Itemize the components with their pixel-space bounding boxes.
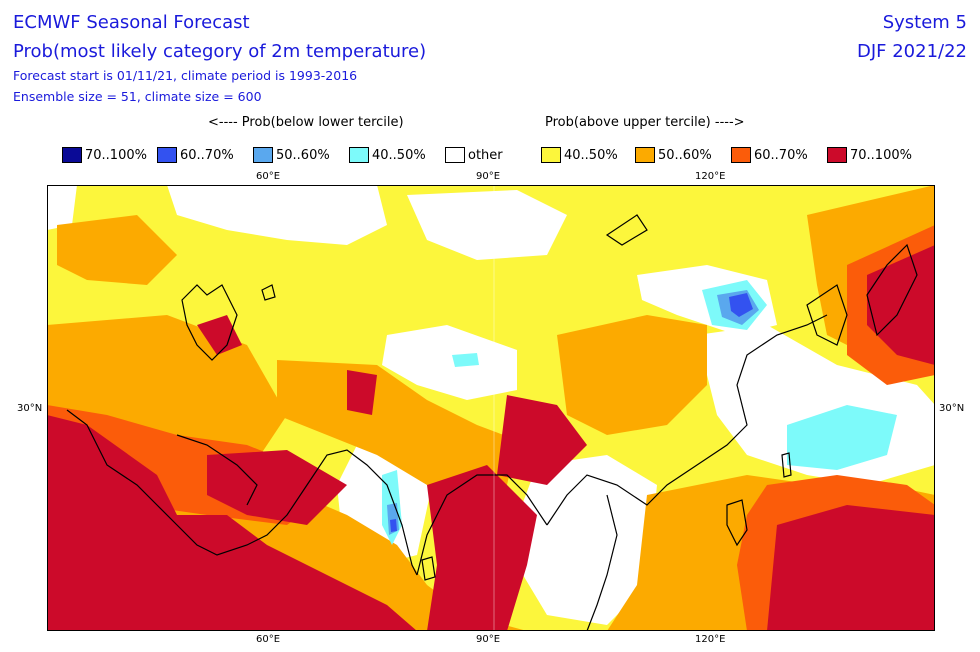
- forecast-map: [47, 185, 935, 631]
- region-white-arabia-top: [47, 185, 77, 230]
- region-red-japan: [867, 245, 935, 365]
- lon-tick-bottom: 120°E: [695, 634, 726, 645]
- map-subtitle: Prob(most likely category of 2m temperat…: [13, 41, 427, 62]
- legend-swatch: [635, 147, 655, 163]
- region-red-iran: [207, 450, 347, 525]
- forecast-start-info: Forecast start is 01/11/21, climate peri…: [13, 68, 358, 83]
- legend-label: 60..70%: [754, 147, 808, 163]
- above-tercile-caption: Prob(above upper tercile) ---->: [545, 115, 745, 130]
- coastline-indochina: [546, 314, 828, 526]
- coastline-korea: [806, 284, 848, 346]
- region-orange-central: [277, 360, 517, 505]
- map-frame: [47, 185, 935, 631]
- legend-label: other: [468, 147, 503, 163]
- region-orange-china: [557, 315, 707, 435]
- coastline-peninsula: [586, 494, 618, 631]
- lon-tick-top: 90°E: [476, 171, 501, 182]
- coastline-caspian: [181, 284, 238, 361]
- coastline-india-east: [416, 474, 548, 576]
- region-cyan-china-east: [787, 405, 897, 470]
- region-blue-india: [390, 519, 397, 532]
- coastline-philippines: [726, 499, 748, 547]
- coastline-lake: [605, 214, 648, 246]
- region-white-indochina: [517, 455, 657, 625]
- system-label: System 5: [882, 12, 967, 33]
- region-red-tarim: [347, 370, 377, 415]
- region-white-tibet: [382, 325, 517, 400]
- region-red-himalaya: [497, 395, 587, 485]
- region-orange-north-left: [57, 215, 177, 285]
- legend-label: 40..50%: [564, 147, 618, 163]
- legend-label: 40..50%: [372, 147, 426, 163]
- legend-item: 40..50%: [349, 146, 426, 164]
- lat-tick-left: 30°N: [17, 403, 43, 414]
- legend-item: 60..70%: [731, 146, 808, 164]
- below-tercile-caption: <---- Prob(below lower tercile): [208, 115, 404, 130]
- legend-swatch: [827, 147, 847, 163]
- region-cyan-tibet: [452, 353, 479, 367]
- legend-item: 50..60%: [635, 146, 712, 164]
- lat-tick-right: 30°N: [939, 403, 965, 414]
- coastline-japan: [866, 243, 918, 337]
- region-red-central-asia: [197, 315, 242, 355]
- legend-item: 70..100%: [827, 146, 912, 164]
- coastline-gulf: [176, 434, 258, 506]
- coastline-sri-lanka: [421, 556, 436, 581]
- legend-swatch: [349, 147, 369, 163]
- legend-label: 50..60%: [276, 147, 330, 163]
- legend-item: 70..100%: [62, 146, 147, 164]
- probability-field: [47, 185, 935, 631]
- lon-tick-top: 60°E: [256, 171, 281, 182]
- legend-label: 50..60%: [658, 147, 712, 163]
- region-white-north2: [407, 190, 567, 260]
- region-red-arabia: [47, 415, 417, 631]
- ensemble-size-info: Ensemble size = 51, climate size = 600: [13, 89, 262, 104]
- region-white-north: [167, 185, 387, 245]
- region-blue-mongolia: [729, 293, 753, 317]
- coastline-taiwan: [781, 452, 792, 478]
- legend-swatch: [253, 147, 273, 163]
- lon-tick-top: 120°E: [695, 171, 726, 182]
- legend-item: 60..70%: [157, 146, 234, 164]
- legend-label: 60..70%: [180, 147, 234, 163]
- season-label: DJF 2021/22: [856, 41, 967, 62]
- legend-label: 70..100%: [85, 147, 147, 163]
- legend-item: 50..60%: [253, 146, 330, 164]
- legend-swatch: [731, 147, 751, 163]
- legend-swatch: [541, 147, 561, 163]
- region-red-bay: [427, 465, 537, 631]
- coastline-aral: [261, 284, 276, 301]
- lon-tick-bottom: 90°E: [476, 634, 501, 645]
- lon-tick-bottom: 60°E: [256, 634, 281, 645]
- legend-swatch: [62, 147, 82, 163]
- legend-item: 40..50%: [541, 146, 618, 164]
- coastline-arabia: [66, 409, 418, 576]
- legend-swatch: [157, 147, 177, 163]
- coastlines: [66, 214, 918, 631]
- legend-item: other: [445, 146, 503, 164]
- map-title: ECMWF Seasonal Forecast: [13, 12, 250, 33]
- region-red-pacific: [767, 505, 935, 631]
- legend-swatch: [445, 147, 465, 163]
- legend-label: 70..100%: [850, 147, 912, 163]
